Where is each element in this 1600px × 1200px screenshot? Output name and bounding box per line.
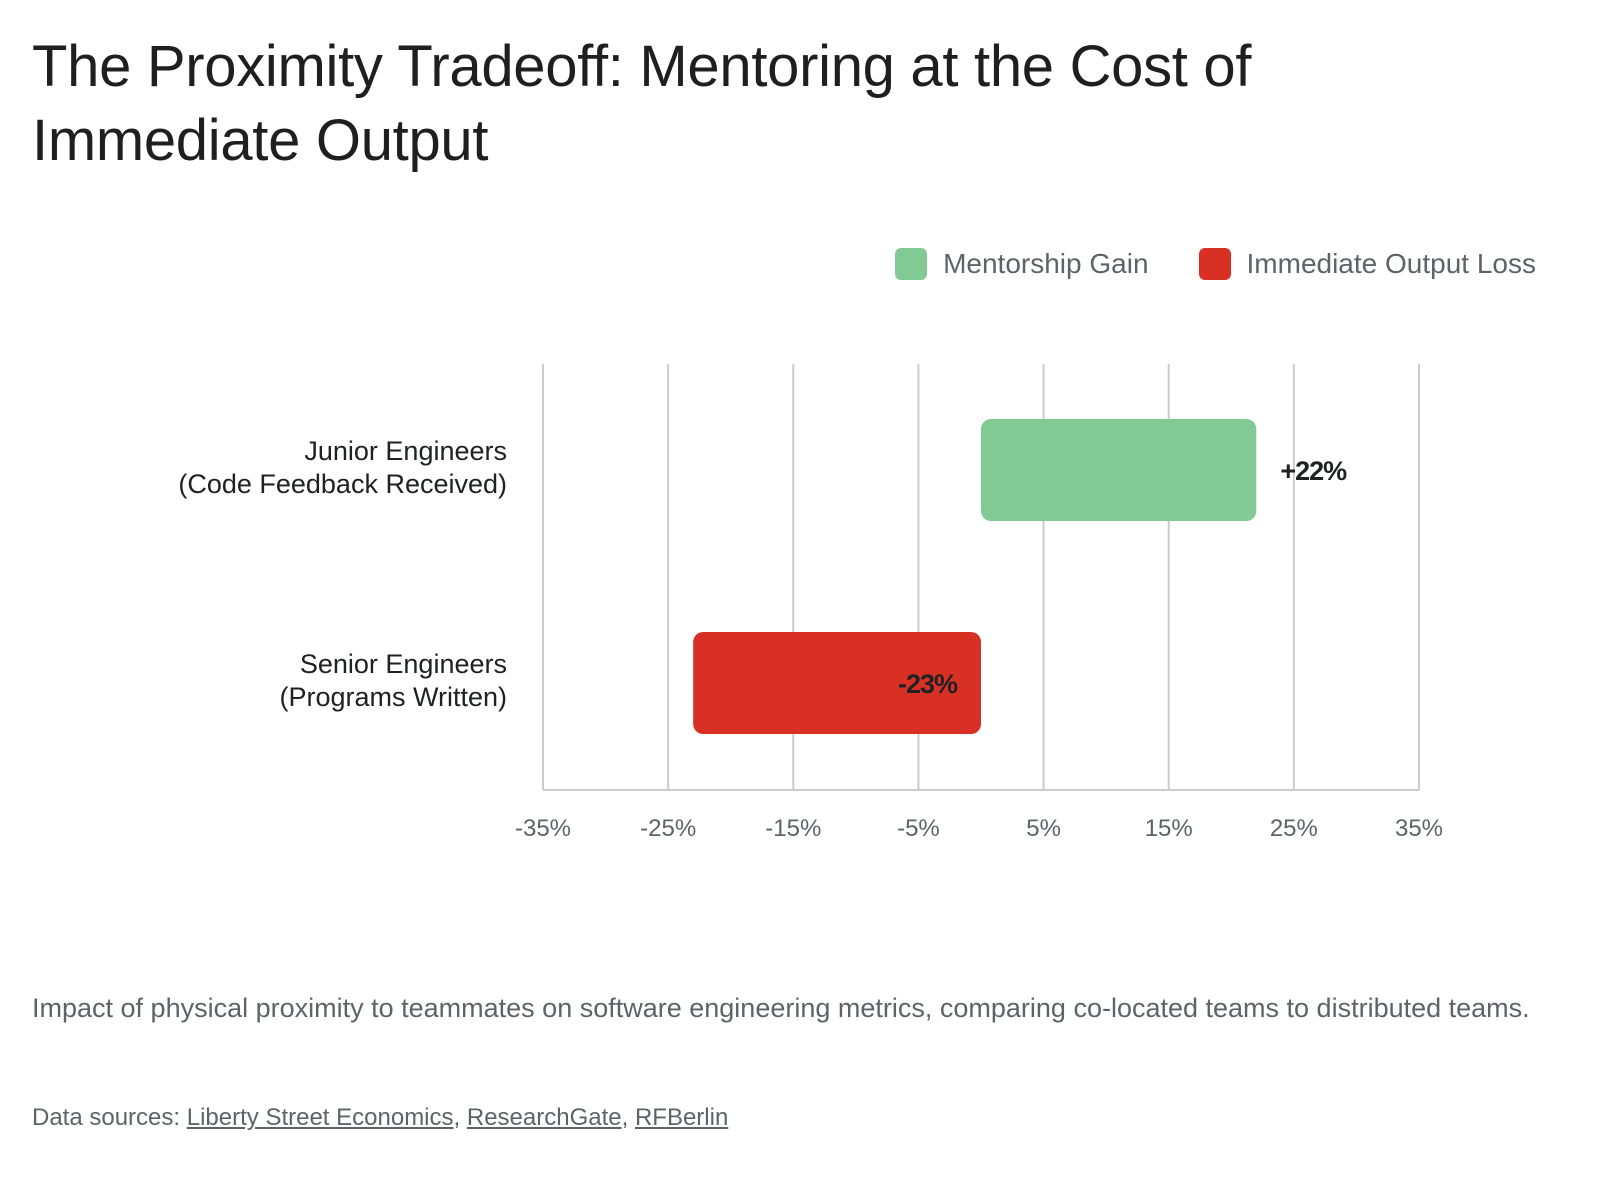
legend-item-mentorship-gain: Mentorship Gain — [895, 248, 1149, 280]
sources-prefix: Data sources: — [32, 1104, 187, 1131]
x-tick-label: 5% — [1026, 815, 1061, 842]
x-tick-label: 35% — [1395, 815, 1443, 842]
chart-title: The Proximity Tradeoff: Mentoring at the… — [32, 34, 1252, 173]
data-label: +22% — [1280, 456, 1347, 486]
x-tick-label: 15% — [1145, 815, 1193, 842]
legend-label-immediate-output-loss: Immediate Output Loss — [1246, 248, 1536, 279]
source-link-rfberlin[interactable]: RFBerlin — [634, 1104, 729, 1131]
sources-separator: , — [453, 1104, 467, 1131]
chart-caption: Impact of physical proximity to teammate… — [32, 993, 1530, 1023]
legend-item-immediate-output-loss: Immediate Output Loss — [1198, 248, 1536, 280]
category-label: (Programs Written) — [279, 682, 507, 712]
bar — [981, 419, 1257, 521]
legend-swatch-mentorship-gain — [895, 248, 928, 280]
sources-separator: , — [621, 1104, 635, 1131]
x-tick-label: -35% — [515, 815, 571, 842]
legend-swatch-immediate-output-loss — [1198, 248, 1231, 280]
category-label: Senior Engineers — [300, 649, 507, 679]
x-tick-label: -25% — [640, 815, 696, 842]
bar-chart: -35% -25% -15% -5% 5% 15% 25% 35% Junior Enginee… — [178, 364, 1443, 842]
x-tick-label: 25% — [1270, 815, 1318, 842]
data-sources: Data sources: Liberty Street Economics, … — [32, 1104, 728, 1132]
legend-label-mentorship-gain: Mentorship Gain — [943, 248, 1149, 279]
category-label: Junior Engineers — [304, 436, 507, 466]
x-tick-label: -15% — [765, 815, 821, 842]
source-link-liberty-street-economics[interactable]: Liberty Street Economics — [186, 1104, 454, 1131]
category-label: (Code Feedback Received) — [178, 469, 507, 499]
source-link-researchgate[interactable]: ResearchGate — [466, 1104, 622, 1131]
bar — [693, 632, 981, 734]
legend: Mentorship Gain Immediate Output Loss — [895, 248, 1536, 280]
x-tick-label: -5% — [897, 815, 940, 842]
data-label: -23% — [898, 669, 958, 699]
